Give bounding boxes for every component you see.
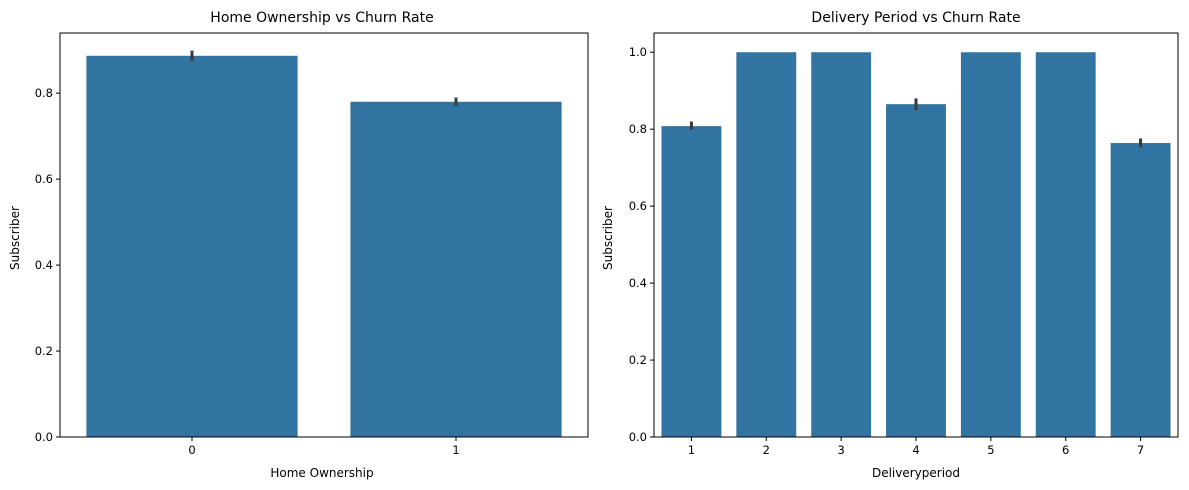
bar-2: [736, 52, 797, 437]
x-tick-label: 3: [837, 443, 844, 457]
y-axis-label: Subscriber: [8, 206, 22, 270]
y-axis-label: Subscriber: [601, 206, 615, 270]
plot-area: 1 2 3 4 5 6 7 0.0 0.2 0.4 0.6 0.8 1.0: [629, 32, 1179, 457]
x-tick-label: 4: [912, 443, 919, 457]
bar-6: [1035, 52, 1096, 437]
axes-frame: [59, 32, 589, 438]
chart-title: Delivery Period vs Churn Rate: [811, 10, 1020, 26]
y-tick-label: 0.2: [629, 353, 647, 367]
x-tick-label: 6: [1062, 443, 1069, 457]
chart-delivery-period: Delivery Period vs Churn Rate 1 2 3 4 5 6 7 0.0…: [601, 10, 1179, 480]
bar-1: [661, 126, 722, 438]
y-tick-label: 1.0: [629, 45, 647, 59]
x-axis-label: Home Ownership: [270, 466, 373, 480]
x-axis-label: Deliveryperiod: [872, 466, 960, 480]
bar-0: [86, 55, 298, 438]
y-tick-label: 0.4: [35, 258, 53, 272]
y-tick-label: 0.8: [629, 122, 647, 136]
x-tick-label: 0: [188, 443, 195, 457]
plot-area: 0 1 0.0 0.2 0.4 0.6 0.8: [35, 32, 589, 457]
y-tick-label: 0.0: [629, 430, 647, 444]
y-tick-label: 0.6: [629, 199, 647, 213]
y-tick-label: 0.4: [629, 276, 647, 290]
y-tick-label: 0.2: [35, 344, 53, 358]
bar-7: [1110, 143, 1171, 437]
x-tick-label: 2: [763, 443, 770, 457]
x-tick-label: 1: [452, 443, 459, 457]
x-tick-label: 7: [1137, 443, 1144, 457]
x-tick-label: 5: [987, 443, 994, 457]
bar-5: [960, 52, 1021, 437]
chart-home-ownership: Home Ownership vs Churn Rate 0 1 0.0 0.2 0.4…: [8, 10, 589, 480]
y-tick-label: 0.8: [35, 86, 53, 100]
axes-frame: [653, 32, 1179, 438]
y-tick-label: 0.0: [35, 430, 53, 444]
bar-3: [811, 52, 872, 437]
bar-1: [350, 101, 562, 437]
x-tick-label: 1: [688, 443, 695, 457]
bar-4: [886, 104, 946, 437]
chart-title: Home Ownership vs Churn Rate: [210, 10, 433, 26]
y-tick-label: 0.6: [35, 172, 53, 186]
